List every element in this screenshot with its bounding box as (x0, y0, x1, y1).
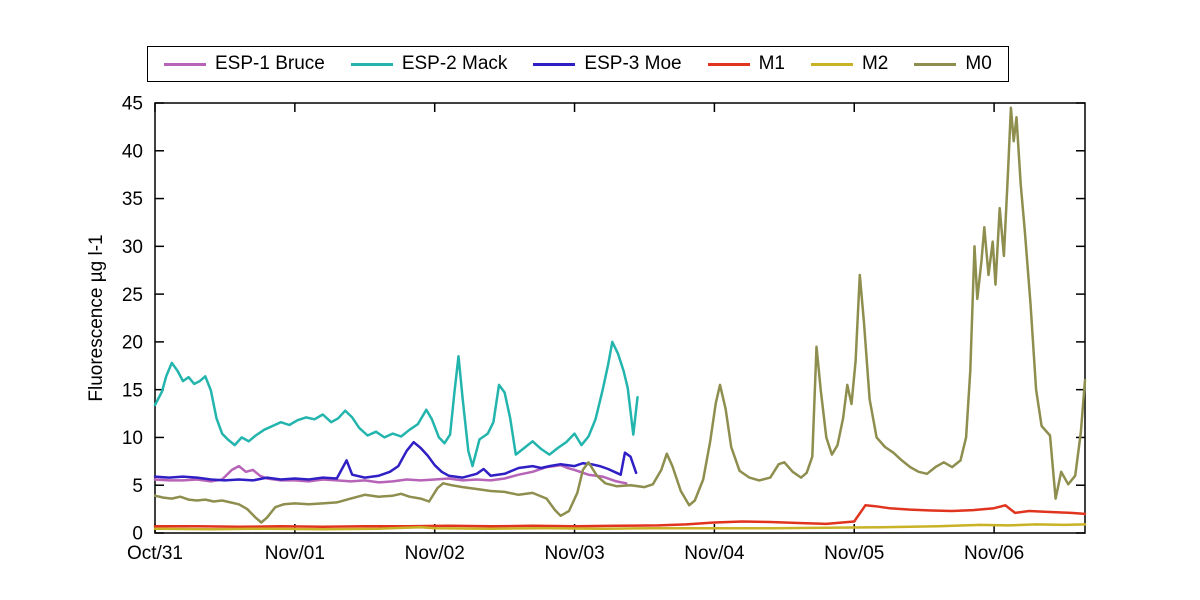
legend-label: M2 (861, 53, 889, 74)
y-tick-label: 35 (122, 189, 143, 210)
x-tick-label: Nov/03 (544, 543, 604, 564)
y-tick-label: 40 (122, 141, 143, 162)
legend-label: M1 (758, 53, 785, 74)
x-tick-label: Nov/04 (684, 543, 745, 564)
legend-label: ESP-3 Moe (584, 53, 682, 74)
series-line-m1 (153, 504, 1087, 529)
legend-line-swatch (533, 62, 576, 66)
y-tick-label: 15 (122, 380, 143, 401)
y-tick-label: 30 (122, 237, 143, 258)
legend-line-swatch (810, 62, 853, 66)
series-line-esp-2-mack (153, 340, 639, 468)
y-tick-label: 25 (122, 285, 143, 306)
x-tick-label: Nov/01 (265, 543, 325, 564)
series-line-m0 (153, 106, 1087, 524)
y-axis-label: Fluorescence µg l-1 (86, 234, 107, 402)
legend-label: ESP-1 Bruce (215, 53, 325, 74)
legend-item-m1: M1 (707, 53, 785, 75)
legend-line-swatch (707, 62, 750, 66)
y-tick-label: 20 (122, 333, 143, 354)
legend-item-esp-3-moe: ESP-3 Moe (533, 53, 682, 75)
y-tick-label: 5 (132, 476, 143, 497)
x-tick-label: Oct/31 (127, 543, 183, 564)
legend-line-swatch (164, 62, 206, 66)
x-tick-label: Nov/02 (405, 543, 465, 564)
legend-item-m0: M0 (914, 53, 992, 75)
x-tick-label: Nov/05 (824, 543, 884, 564)
legend-item-m2: M2 (810, 53, 889, 75)
legend-label: M0 (965, 53, 992, 74)
y-tick-label: 0 (132, 524, 143, 545)
legend-item-esp-1-bruce: ESP-1 Bruce (164, 53, 325, 75)
legend-line-swatch (914, 62, 957, 66)
y-tick-label: 45 (122, 94, 143, 115)
x-tick-label: Nov/06 (964, 543, 1024, 564)
legend-line-swatch (350, 62, 393, 66)
axes-box (154, 102, 1086, 534)
series-line-esp-3-moe (153, 440, 638, 482)
legend-item-esp-2-mack: ESP-2 Mack (350, 53, 508, 75)
legend-label: ESP-2 Mack (401, 53, 508, 74)
legend: ESP-1 Bruce ESP-2 Mack ESP-3 Moe M1 M2 M0 (147, 46, 1009, 82)
series-line-m2 (153, 523, 1087, 531)
y-tick-label: 10 (122, 428, 143, 449)
